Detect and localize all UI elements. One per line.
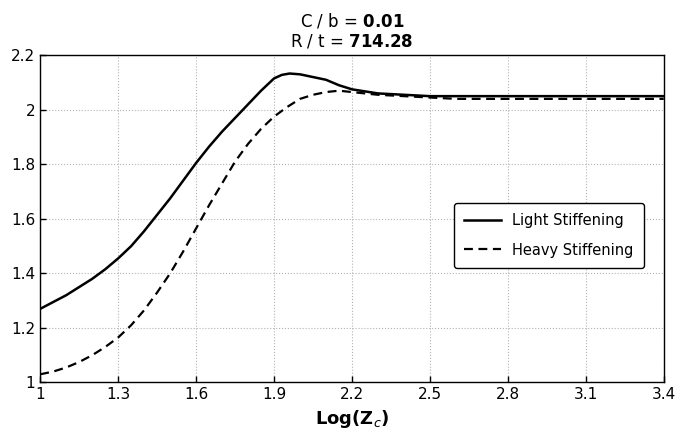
Heavy Stiffening xyxy=(556,96,564,101)
Heavy Stiffening xyxy=(452,96,460,101)
Legend: Light Stiffening, Heavy Stiffening: Light Stiffening, Heavy Stiffening xyxy=(454,203,644,268)
Heavy Stiffening xyxy=(114,335,122,340)
Light Stiffening xyxy=(140,228,148,234)
Light Stiffening xyxy=(556,93,564,99)
Line: Heavy Stiffening: Heavy Stiffening xyxy=(41,91,664,374)
Heavy Stiffening xyxy=(231,159,239,164)
Light Stiffening xyxy=(114,256,122,261)
Light Stiffening xyxy=(633,93,642,99)
Heavy Stiffening xyxy=(49,369,57,374)
Light Stiffening xyxy=(335,82,343,88)
Title: C / b = $\mathbf{0.01}$
R / t = $\mathbf{714.28}$: C / b = $\mathbf{0.01}$ R / t = $\mathbf… xyxy=(291,11,414,51)
Light Stiffening xyxy=(75,284,83,290)
Light Stiffening xyxy=(278,72,286,78)
Light Stiffening xyxy=(36,306,45,311)
Light Stiffening xyxy=(660,93,668,99)
Heavy Stiffening xyxy=(192,226,200,231)
Heavy Stiffening xyxy=(88,352,96,358)
Light Stiffening xyxy=(400,92,408,97)
Heavy Stiffening xyxy=(582,96,590,101)
Heavy Stiffening xyxy=(283,105,291,110)
Heavy Stiffening xyxy=(400,93,408,99)
Light Stiffening xyxy=(374,91,382,96)
Line: Light Stiffening: Light Stiffening xyxy=(41,74,664,309)
Heavy Stiffening xyxy=(36,372,45,377)
Heavy Stiffening xyxy=(140,307,148,313)
Light Stiffening xyxy=(309,75,317,80)
Light Stiffening xyxy=(286,71,294,76)
Light Stiffening xyxy=(218,129,226,134)
Light Stiffening xyxy=(88,276,96,281)
Light Stiffening xyxy=(504,93,512,99)
Light Stiffening xyxy=(49,299,57,305)
Heavy Stiffening xyxy=(179,249,188,254)
Light Stiffening xyxy=(348,87,356,92)
Light Stiffening xyxy=(530,93,538,99)
Heavy Stiffening xyxy=(153,290,161,295)
Heavy Stiffening xyxy=(296,96,304,101)
Light Stiffening xyxy=(477,93,486,99)
Heavy Stiffening xyxy=(75,359,83,365)
Light Stiffening xyxy=(296,72,304,77)
Heavy Stiffening xyxy=(257,126,265,131)
Heavy Stiffening xyxy=(504,96,512,101)
Heavy Stiffening xyxy=(426,95,434,100)
Heavy Stiffening xyxy=(374,92,382,97)
Light Stiffening xyxy=(127,243,135,249)
Light Stiffening xyxy=(153,212,161,217)
Light Stiffening xyxy=(231,115,239,120)
Heavy Stiffening xyxy=(270,114,278,119)
Heavy Stiffening xyxy=(62,365,70,370)
Light Stiffening xyxy=(192,161,200,166)
Heavy Stiffening xyxy=(530,96,538,101)
Heavy Stiffening xyxy=(309,92,317,97)
Light Stiffening xyxy=(166,196,174,201)
Light Stiffening xyxy=(426,93,434,99)
Light Stiffening xyxy=(257,88,265,93)
Light Stiffening xyxy=(205,144,213,149)
Light Stiffening xyxy=(179,178,188,183)
Heavy Stiffening xyxy=(218,181,226,186)
Heavy Stiffening xyxy=(166,271,174,276)
Light Stiffening xyxy=(62,292,70,298)
Heavy Stiffening xyxy=(633,96,642,101)
Heavy Stiffening xyxy=(608,96,616,101)
Light Stiffening xyxy=(608,93,616,99)
Heavy Stiffening xyxy=(127,322,135,328)
Heavy Stiffening xyxy=(660,96,668,101)
Light Stiffening xyxy=(270,76,278,81)
Heavy Stiffening xyxy=(348,90,356,95)
Light Stiffening xyxy=(452,93,460,99)
Heavy Stiffening xyxy=(244,141,252,146)
Light Stiffening xyxy=(244,102,252,107)
X-axis label: Log(Z$_c$): Log(Z$_c$) xyxy=(315,408,389,430)
Heavy Stiffening xyxy=(101,344,109,350)
Heavy Stiffening xyxy=(205,202,213,208)
Light Stiffening xyxy=(582,93,590,99)
Light Stiffening xyxy=(101,267,109,272)
Light Stiffening xyxy=(322,77,330,82)
Heavy Stiffening xyxy=(335,88,343,93)
Heavy Stiffening xyxy=(477,96,486,101)
Heavy Stiffening xyxy=(322,90,330,95)
